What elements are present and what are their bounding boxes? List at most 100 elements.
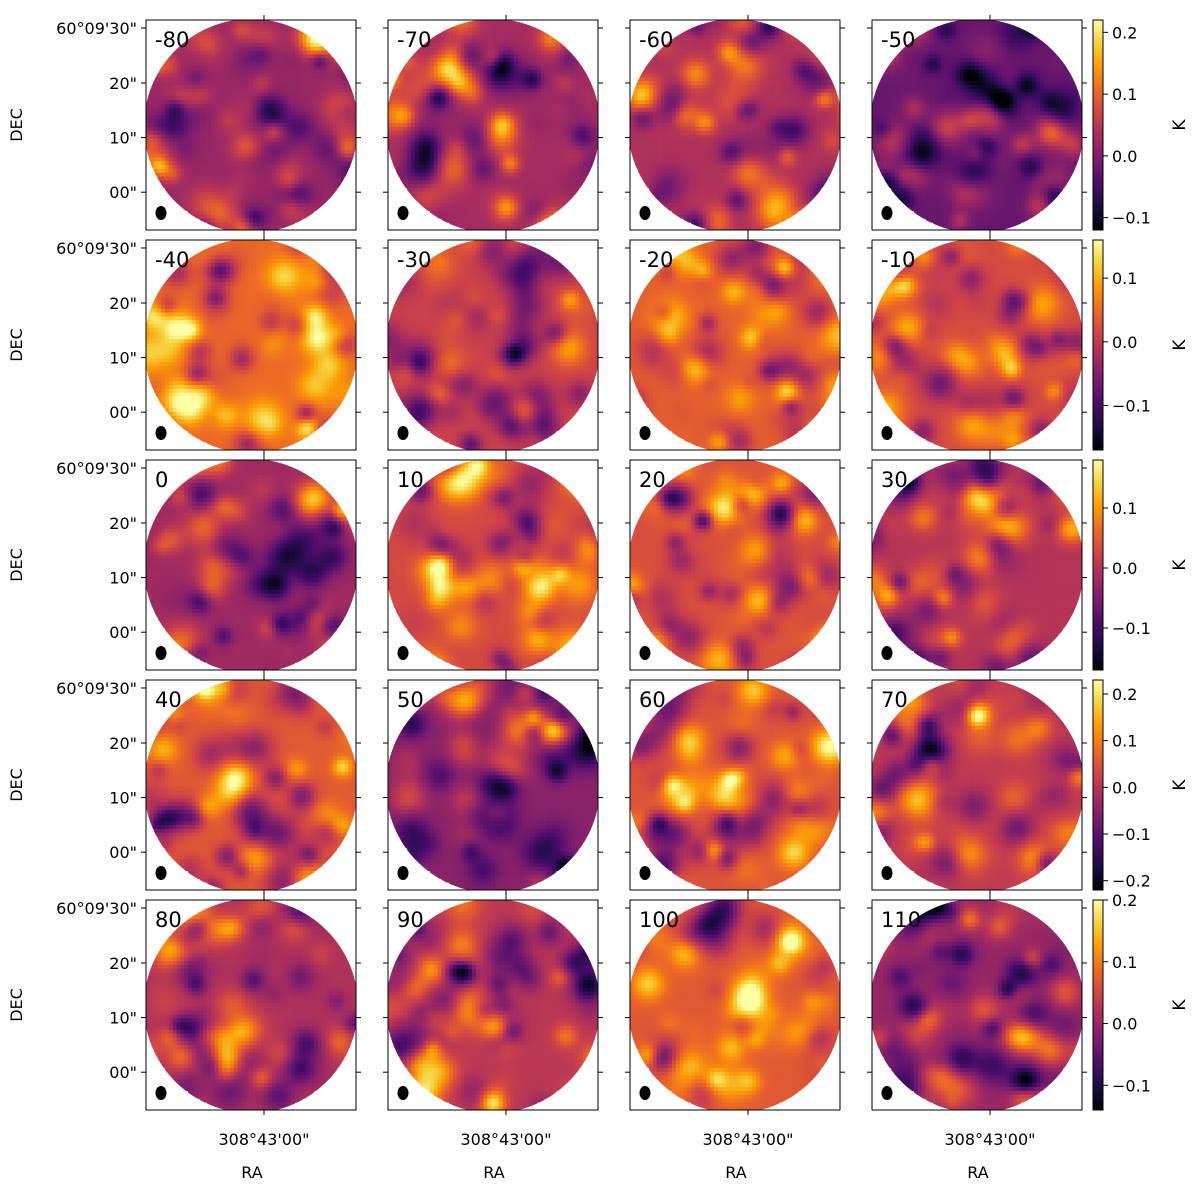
colorbar-tick-label: 0.0 [1112,778,1137,797]
intensity-map [146,900,357,1111]
panel-frame [629,679,841,891]
intensity-map [388,900,599,1111]
y-tick-label: 60°09'30" [56,19,137,38]
intensity-map [388,240,599,451]
velocity-label: -80 [155,28,189,52]
x-axis-label: RA [967,1163,988,1182]
y-tick-label: 00" [109,183,137,202]
beam-marker [881,866,893,880]
velocity-label: 20 [639,468,666,492]
colorbar-unit-label: K [1170,339,1190,351]
beam-marker [397,646,409,660]
colorbar-gradient [1092,239,1104,451]
intensity-map [146,680,357,891]
channel-panel: -40 60°09'30" 20" 10" 00" [56,235,361,455]
intensity-map [388,20,599,231]
channel-panel: 10 [383,455,603,675]
y-tick-label: 00" [109,843,137,862]
panel-frame [145,239,357,451]
velocity-label: -50 [881,28,915,52]
channel-panel: -50 [867,15,1087,235]
channel-panel: -70 [383,15,603,235]
y-axis-label: DEC [7,548,26,582]
y-tick-label: 60°09'30" [56,239,137,258]
channel-panel: 60 [625,675,845,895]
colorbar-tick-label: 0.1 [1112,953,1137,972]
colorbar: 0.1 0.0 −0.1 K [1092,239,1190,451]
beam-marker [155,866,167,880]
y-axis-label: DEC [7,328,26,362]
panel-frame [145,459,357,671]
panel-frame [387,679,599,891]
colorbar-tick-label: 0.1 [1112,499,1137,518]
beam-marker [397,206,409,220]
colorbar-tick-label: −0.2 [1112,872,1151,891]
channel-panel: 70 [867,675,1087,895]
velocity-label: -40 [155,248,189,272]
y-tick-label: 00" [109,623,137,642]
panel-frame [629,459,841,671]
colorbar-tick-label: 0.1 [1112,269,1137,288]
channel-panel: -60 [625,15,845,235]
beam-marker [397,426,409,440]
x-tick-label: 308°43'00" [460,1130,551,1149]
colorbar-unit-label: K [1170,779,1190,791]
channel-panel: 50 [383,675,603,895]
velocity-label: 10 [397,468,424,492]
velocity-label: 80 [155,908,182,932]
intensity-map [146,460,357,671]
intensity-map [872,460,1083,671]
velocity-label: 40 [155,688,182,712]
beam-marker [155,206,167,220]
y-tick-label: 20" [109,294,137,313]
velocity-label: -20 [639,248,673,272]
x-axis-label: RA [483,1163,504,1182]
x-tick-label: 308°43'00" [702,1130,793,1149]
velocity-label: -30 [397,248,431,272]
colorbar-gradient [1092,679,1104,891]
colorbar-tick-label: 0.1 [1112,732,1137,751]
intensity-map [388,680,599,891]
colorbar-tick-label: −0.1 [1112,396,1151,415]
panel-frame [629,19,841,231]
beam-marker [155,646,167,660]
intensity-map [388,460,599,671]
colorbar: 0.1 0.0 −0.1 K [1092,459,1190,671]
panel-frame [629,899,841,1111]
beam-marker [639,866,651,880]
velocity-label: -10 [881,248,915,272]
velocity-label: -60 [639,28,673,52]
channel-panel: -80 60°09'30" 20" 10" 00" [56,15,361,235]
x-tick-label: 308°43'00" [944,1130,1035,1149]
y-tick-label: 60°09'30" [56,679,137,698]
colorbar: 0.2 0.1 0.0 −0.1 K [1092,891,1190,1111]
y-tick-label: 20" [109,74,137,93]
y-tick-label: 20" [109,954,137,973]
channel-panel: 0 60°09'30" 20" 10" 00" [56,455,361,675]
channel-panel: 80 60°09'30" 20" 10" 00" 308°43'00" RA [56,895,361,1182]
colorbar: 0.2 0.1 0.0 −0.1 −0.2 K [1092,679,1190,891]
beam-marker [881,1086,893,1100]
panel-frame [871,459,1083,671]
colorbar-gradient [1092,459,1104,671]
colorbar-tick-label: −0.1 [1112,619,1151,638]
beam-marker [881,206,893,220]
y-tick-label: 10" [109,1009,137,1028]
channel-panel: 100 308°43'00" RA [625,895,845,1182]
intensity-map [872,900,1083,1111]
velocity-label: 110 [881,908,921,932]
panel-frame [871,899,1083,1111]
axis-labels: DEC DEC DEC DEC DEC [7,108,26,1022]
colorbar-tick-label: 0.0 [1112,147,1137,166]
y-tick-label: 60°09'30" [56,459,137,478]
beam-marker [639,1086,651,1100]
colorbar-unit-label: K [1170,119,1190,131]
colorbar-tick-label: 0.0 [1112,559,1137,578]
channel-panel: 110 308°43'00" RA [867,895,1087,1182]
intensity-map [630,460,841,671]
y-tick-label: 10" [109,349,137,368]
velocity-label: 30 [881,468,908,492]
panel-frame [387,19,599,231]
colorbar-unit-label: K [1170,999,1190,1011]
y-tick-label: 60°09'30" [56,899,137,918]
